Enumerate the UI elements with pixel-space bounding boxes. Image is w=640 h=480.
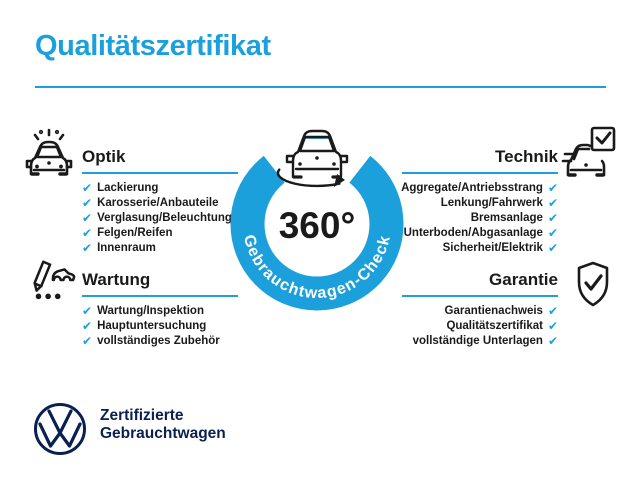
checklist-item: ✔ Lackierung bbox=[82, 180, 158, 195]
checklist-item: ✔ Wartung/Inspektion bbox=[82, 303, 204, 318]
checklist-item: ✔ vollständiges Zubehör bbox=[82, 333, 220, 348]
checklist-item-label: Innenraum bbox=[97, 241, 156, 254]
checklist-item: Garantienachweis ✔ bbox=[445, 303, 559, 318]
checklist-item-label: Karosserie/Anbauteile bbox=[97, 196, 219, 209]
section-optik: Optik ✔ Lackierung ✔ Karosserie/Anbautei… bbox=[82, 147, 302, 255]
checklist-item-label: Bremsanlage bbox=[470, 211, 543, 224]
section-technik-items: Aggregate/Antriebsstrang ✔ Lenkung/Fahrw… bbox=[401, 180, 558, 255]
check-icon: ✔ bbox=[82, 303, 93, 318]
checklist-item: Qualitätszertifikat ✔ bbox=[446, 318, 558, 333]
section-technik-heading: Technik bbox=[402, 147, 558, 174]
ring-gap bbox=[250, 138, 384, 224]
checklist-item: Bremsanlage ✔ bbox=[471, 210, 558, 225]
check-icon: ✔ bbox=[547, 318, 558, 333]
checklist-item: ✔ Hauptuntersuchung bbox=[82, 318, 206, 333]
section-optik-heading: Optik bbox=[82, 147, 238, 174]
section-wartung: Wartung ✔ Wartung/Inspektion ✔ Hauptunte… bbox=[82, 270, 302, 348]
checklist-item: ✔ Felgen/Reifen bbox=[82, 225, 172, 240]
checklist-item: ✔ Verglasung/Beleuchtung bbox=[82, 210, 232, 225]
section-technik: Technik Aggregate/Antriebsstrang ✔ Lenku… bbox=[338, 147, 558, 255]
section-wartung-items: ✔ Wartung/Inspektion ✔ Hauptuntersuchung… bbox=[82, 303, 220, 348]
checklist-item-label: Lackierung bbox=[97, 181, 159, 194]
check-icon: ✔ bbox=[547, 240, 558, 255]
check-icon: ✔ bbox=[547, 333, 558, 348]
check-icon: ✔ bbox=[547, 210, 558, 225]
rotation-arrowhead bbox=[334, 174, 345, 187]
section-garantie-items: Garantienachweis ✔ Qualitätszertifikat ✔… bbox=[413, 303, 558, 348]
checklist-item-label: vollständige Unterlagen bbox=[412, 334, 543, 347]
header-divider bbox=[35, 86, 606, 88]
checklist-item: Unterboden/Abgasanlage ✔ bbox=[404, 225, 558, 240]
page-title: Qualitätszertifikat bbox=[35, 30, 271, 62]
footer-claim-line2: Gebrauchtwagen bbox=[100, 425, 226, 442]
check-icon: ✔ bbox=[547, 195, 558, 210]
section-wartung-heading: Wartung bbox=[82, 270, 238, 297]
car-rotation-icon bbox=[276, 129, 349, 188]
shield-check-icon bbox=[577, 261, 609, 307]
checklist-item-label: Sicherheit/Elektrik bbox=[442, 241, 543, 254]
checklist-item: vollständige Unterlagen ✔ bbox=[413, 333, 558, 348]
check-icon: ✔ bbox=[82, 180, 93, 195]
hub-360-check: Gebrauchtwagen-Check 360° bbox=[230, 129, 404, 311]
checklist-item-label: Qualitätszertifikat bbox=[446, 319, 543, 332]
check-icon: ✔ bbox=[82, 225, 93, 240]
check-icon: ✔ bbox=[82, 240, 93, 255]
checklist-item-label: vollständiges Zubehör bbox=[97, 334, 220, 347]
check-icon: ✔ bbox=[82, 195, 93, 210]
section-garantie-heading: Garantie bbox=[402, 270, 558, 297]
footer-claim: Zertifizierte Gebrauchtwagen bbox=[100, 407, 226, 443]
checklist-item: Sicherheit/Elektrik ✔ bbox=[443, 240, 558, 255]
car-shine-icon bbox=[25, 128, 73, 176]
checklist-item-label: Lenkung/Fahrwerk bbox=[440, 196, 543, 209]
checklist-item: Lenkung/Fahrwerk ✔ bbox=[441, 195, 558, 210]
car-checkbox-icon bbox=[561, 126, 616, 177]
check-icon: ✔ bbox=[547, 180, 558, 195]
pencil-car-icon bbox=[33, 260, 76, 300]
checklist-item-label: Unterboden/Abgasanlage bbox=[403, 226, 543, 239]
check-icon: ✔ bbox=[547, 303, 558, 318]
footer-claim-line1: Zertifizierte bbox=[100, 407, 184, 424]
checklist-item-label: Felgen/Reifen bbox=[97, 226, 173, 239]
checklist-item-label: Wartung/Inspektion bbox=[97, 304, 204, 317]
check-icon: ✔ bbox=[82, 318, 93, 333]
checklist-item: Aggregate/Antriebsstrang ✔ bbox=[401, 180, 558, 195]
checklist-item-label: Aggregate/Antriebsstrang bbox=[401, 181, 543, 194]
check-icon: ✔ bbox=[547, 225, 558, 240]
degree-label: 360° bbox=[279, 205, 356, 246]
section-garantie: Garantie Garantienachweis ✔ Qualitätszer… bbox=[338, 270, 558, 348]
checklist-item: ✔ Karosserie/Anbauteile bbox=[82, 195, 219, 210]
vw-logo bbox=[34, 403, 86, 455]
checklist-item-label: Garantienachweis bbox=[444, 304, 543, 317]
section-optik-items: ✔ Lackierung ✔ Karosserie/Anbauteile ✔ V… bbox=[82, 180, 232, 255]
checklist-item-label: Verglasung/Beleuchtung bbox=[97, 211, 232, 224]
checklist-item-label: Hauptuntersuchung bbox=[97, 319, 207, 332]
check-icon: ✔ bbox=[82, 210, 93, 225]
checklist-item: ✔ Innenraum bbox=[82, 240, 156, 255]
check-icon: ✔ bbox=[82, 333, 93, 348]
